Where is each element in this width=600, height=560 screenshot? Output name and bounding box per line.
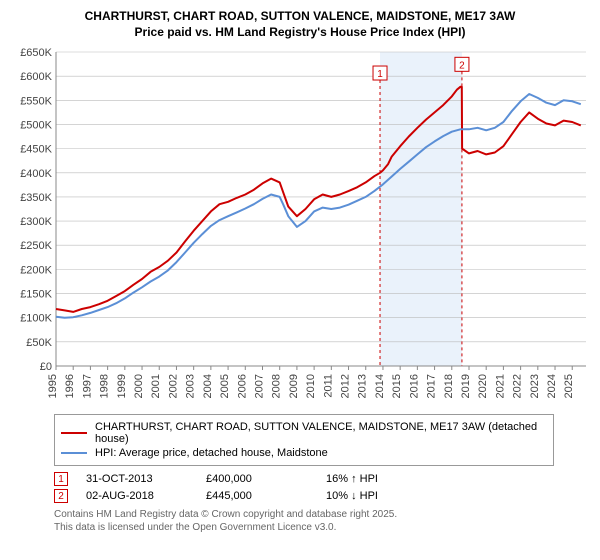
marker-date-1: 31-OCT-2013 — [86, 473, 206, 485]
legend-label-price-paid: CHARTHURST, CHART ROAD, SUTTON VALENCE, … — [95, 421, 547, 445]
svg-text:2011: 2011 — [322, 374, 334, 398]
svg-text:£50K: £50K — [26, 337, 52, 349]
svg-text:£600K: £600K — [20, 72, 52, 84]
svg-text:£650K: £650K — [20, 47, 52, 59]
footer-attribution: Contains HM Land Registry data © Crown c… — [54, 509, 586, 534]
svg-text:1996: 1996 — [64, 374, 76, 398]
svg-text:2013: 2013 — [357, 374, 369, 398]
svg-text:2022: 2022 — [512, 374, 524, 398]
marker-price-1: £400,000 — [206, 473, 326, 485]
svg-text:£250K: £250K — [20, 241, 52, 253]
svg-text:2017: 2017 — [426, 374, 438, 398]
svg-text:£100K: £100K — [20, 313, 52, 325]
marker-badge-1: 1 — [54, 472, 68, 486]
svg-text:2023: 2023 — [529, 374, 541, 398]
svg-text:2024: 2024 — [546, 374, 558, 398]
chart-plot: £0 £50K £100K £150K £200K £250K £300K £350K £400… — [10, 46, 590, 406]
legend-swatch-price-paid — [61, 432, 87, 434]
svg-text:2007: 2007 — [253, 374, 265, 398]
svg-text:£150K: £150K — [20, 289, 52, 301]
legend: CHARTHURST, CHART ROAD, SUTTON VALENCE, … — [54, 414, 554, 466]
marker-delta-2: 10% ↓ HPI — [326, 490, 446, 502]
svg-text:£450K: £450K — [20, 144, 52, 156]
svg-text:2002: 2002 — [167, 374, 179, 398]
svg-text:2012: 2012 — [340, 374, 352, 398]
footer-line-2: This data is licensed under the Open Gov… — [54, 522, 586, 535]
svg-text:2008: 2008 — [271, 374, 283, 398]
svg-text:2018: 2018 — [443, 374, 455, 398]
svg-text:£200K: £200K — [20, 265, 52, 277]
line-chart-svg: £0 £50K £100K £150K £200K £250K £300K £350K £400… — [10, 46, 590, 406]
footer-line-1: Contains HM Land Registry data © Crown c… — [54, 509, 586, 522]
svg-text:2019: 2019 — [460, 374, 472, 398]
legend-label-hpi: HPI: Average price, detached house, Maid… — [95, 447, 328, 459]
svg-text:2000: 2000 — [133, 374, 145, 398]
chart-container: CHARTHURST, CHART ROAD, SUTTON VALENCE, … — [0, 0, 600, 540]
marker-price-2: £445,000 — [206, 490, 326, 502]
svg-text:2006: 2006 — [236, 374, 248, 398]
marker-delta-1: 16% ↑ HPI — [326, 473, 446, 485]
svg-text:1: 1 — [377, 69, 383, 80]
title-line-2: Price paid vs. HM Land Registry's House … — [10, 24, 590, 40]
svg-text:2025: 2025 — [563, 374, 575, 398]
svg-text:2015: 2015 — [391, 374, 403, 398]
svg-text:2003: 2003 — [185, 374, 197, 398]
marker-badge-2: 2 — [54, 489, 68, 503]
svg-text:2016: 2016 — [408, 374, 420, 398]
svg-text:1997: 1997 — [81, 374, 93, 398]
svg-text:£500K: £500K — [20, 120, 52, 132]
svg-text:£350K: £350K — [20, 192, 52, 204]
marker-table: 1 31-OCT-2013 £400,000 16% ↑ HPI 2 02-AU… — [54, 472, 586, 503]
legend-row-price-paid: CHARTHURST, CHART ROAD, SUTTON VALENCE, … — [61, 421, 547, 445]
svg-text:2004: 2004 — [202, 374, 214, 398]
legend-swatch-hpi — [61, 452, 87, 454]
marker-row-1: 1 31-OCT-2013 £400,000 16% ↑ HPI — [54, 472, 586, 486]
chart-title: CHARTHURST, CHART ROAD, SUTTON VALENCE, … — [10, 8, 590, 40]
marker-date-2: 02-AUG-2018 — [86, 490, 206, 502]
svg-text:1999: 1999 — [116, 374, 128, 398]
svg-text:£0: £0 — [40, 361, 52, 373]
svg-text:£300K: £300K — [20, 216, 52, 228]
svg-text:2021: 2021 — [494, 374, 506, 398]
marker-row-2: 2 02-AUG-2018 £445,000 10% ↓ HPI — [54, 489, 586, 503]
svg-text:2005: 2005 — [219, 374, 231, 398]
svg-text:2014: 2014 — [374, 374, 386, 398]
svg-text:2: 2 — [459, 61, 465, 72]
svg-text:1998: 1998 — [99, 374, 111, 398]
svg-text:2009: 2009 — [288, 374, 300, 398]
svg-text:2020: 2020 — [477, 374, 489, 398]
svg-text:£400K: £400K — [20, 168, 52, 180]
svg-text:£550K: £550K — [20, 96, 52, 108]
legend-row-hpi: HPI: Average price, detached house, Maid… — [61, 447, 547, 459]
svg-text:2010: 2010 — [305, 374, 317, 398]
svg-text:2001: 2001 — [150, 374, 162, 398]
title-line-1: CHARTHURST, CHART ROAD, SUTTON VALENCE, … — [10, 8, 590, 24]
svg-text:1995: 1995 — [47, 374, 59, 398]
